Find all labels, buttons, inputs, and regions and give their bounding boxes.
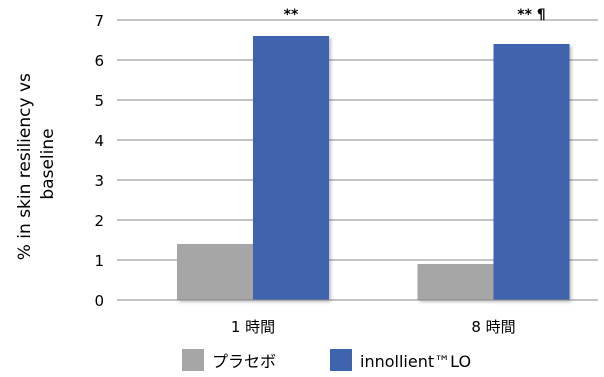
y-tick-label: 4 (94, 132, 104, 150)
y-axis-label: % in skin resiliency vs baseline (15, 68, 58, 261)
y-tick-label: 3 (94, 172, 104, 190)
legend-swatch-placebo (182, 349, 204, 371)
x-category-labels: 1 時間 8 時間 (231, 318, 516, 336)
x-category-label: 8 時間 (471, 318, 515, 336)
bar-innollient-1 (253, 36, 329, 300)
y-axis-label-line-2: baseline (38, 128, 58, 199)
significance-annotation: ** (284, 7, 299, 23)
bars-group (177, 36, 570, 300)
y-tick-label: 2 (94, 212, 104, 230)
y-tick-label: 5 (94, 92, 104, 110)
legend-swatch-innollient (330, 349, 352, 371)
y-tick-labels: 0 1 2 3 4 5 6 7 (94, 12, 104, 310)
bar-innollient-2 (493, 44, 570, 300)
legend: プラセボ innollient™LO (182, 349, 471, 371)
y-tick-label: 7 (94, 12, 104, 30)
annotations-group: ** ** ¶ (284, 7, 546, 23)
gridlines (117, 19, 598, 261)
x-category-label: 1 時間 (231, 318, 275, 336)
y-tick-label: 0 (94, 292, 104, 310)
y-tick-label: 1 (94, 252, 104, 270)
significance-annotation: ** ¶ (517, 7, 545, 23)
legend-label-placebo: プラセボ (212, 352, 276, 371)
y-tick-label: 6 (94, 52, 104, 70)
legend-label-innollient: innollient™LO (360, 352, 471, 371)
bar-placebo-2 (417, 264, 494, 300)
y-axis-label-line-1: % in skin resiliency vs (15, 73, 35, 260)
bar-placebo-1 (177, 244, 253, 300)
